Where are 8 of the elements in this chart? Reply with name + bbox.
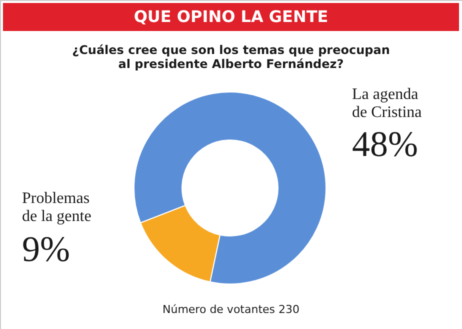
data-label: 48% — [352, 124, 418, 164]
data-label: 9% — [22, 229, 70, 269]
donut-slice — [134, 92, 326, 284]
chart-subtitle: ¿Cuáles cree que son los temas que preocupan al presidente Alberto Fernández? — [72, 43, 390, 71]
chart-title: QUE OPINO LA GENTE — [134, 7, 328, 26]
slice-label: Problemas de la gente — [22, 190, 92, 225]
text: Número de votantes 230 — [162, 303, 300, 316]
slice-label: La agenda de Cristina — [352, 86, 422, 121]
